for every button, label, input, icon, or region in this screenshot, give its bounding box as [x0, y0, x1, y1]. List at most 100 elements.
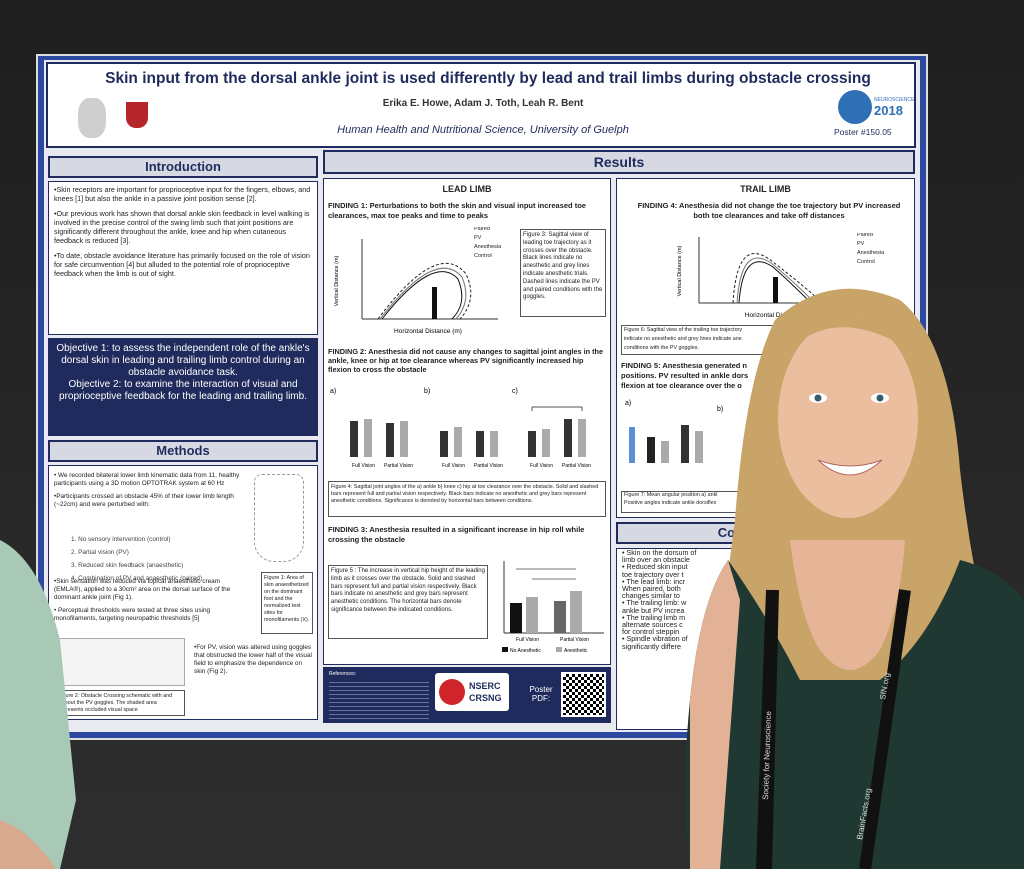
text-line: Figure 6: Sagittal view of the trailing … [624, 327, 743, 333]
angle-charts: a) b) c) Full Vision Partial Vision Full… [330, 388, 591, 469]
text-line: FINDING 5: Anesthesia generated n [621, 363, 747, 370]
text-line: Paired [857, 233, 873, 238]
trajectory [381, 271, 463, 320]
text-line: Anesthesia [474, 244, 502, 250]
logo-guelph [126, 102, 148, 128]
finding4: FINDING 4: Anesthesia did not change the… [637, 201, 901, 220]
neck [790, 540, 905, 670]
arm [690, 560, 740, 869]
text-line: • Skin on the dorsum of [622, 548, 697, 557]
qr-code [561, 672, 606, 717]
text-line: alternate sources c [622, 620, 683, 630]
lanyard [859, 589, 911, 869]
figure3-caption: Figure 3: Sagittal view of leading toe t… [520, 229, 606, 317]
text-line: • The lead limb: incr [622, 576, 686, 586]
left-person-arm [0, 820, 56, 869]
text-line: • We recorded bilateral lower limb kinem… [54, 472, 240, 487]
logo-year: 2018 [874, 103, 903, 118]
schematic [55, 638, 185, 686]
objective: Objective 1: to assess the independent r… [54, 343, 312, 379]
footer-strip: References: NSERC CRSNG Poster PDF: [323, 667, 611, 723]
trail-angle-chart: a) b) [625, 400, 723, 463]
text-line: When paired, both [622, 584, 681, 594]
text-line: Anesthesia [857, 250, 885, 256]
condition-label: Full Vision [442, 463, 465, 469]
nserc-logo: NSERC CRSNG [435, 673, 509, 711]
lead-heading: LEAD LIMB [442, 185, 492, 193]
text-line: Positive angles indicate ankle dorsiflex [624, 500, 717, 506]
foot-figure [254, 474, 304, 562]
text-line: •To date, obstacle avoidance literature … [54, 250, 310, 279]
significance [531, 406, 583, 411]
objective: Objective 2: to examine the interaction … [54, 379, 312, 403]
lanyard [756, 589, 779, 869]
maple-leaf [439, 679, 465, 705]
text-line: conditions with the PV goggles. [624, 345, 699, 351]
text-line: significantly differe [622, 641, 681, 651]
title-bar: Skin input from the dorsal ankle joint i… [46, 62, 916, 148]
results-heading: Results [323, 150, 915, 174]
objective-text: to assess the independent role of the an… [61, 343, 310, 378]
trajectory [379, 267, 467, 320]
hip-chart: Full Vision Partial Vision No Anesthetic… [502, 561, 604, 654]
text-line: • Perceptual thresholds were tested at t… [54, 607, 211, 622]
text-line: Control [474, 253, 492, 259]
intro-body: •Skin receptors are important for propri… [48, 181, 318, 335]
legend-label: No Anesthetic [510, 648, 541, 654]
panel-label: c) [512, 388, 518, 395]
authors: Erika E. Howe, Adam J. Toth, Leah R. Ben… [382, 98, 584, 109]
panel-label: b) [424, 388, 430, 395]
obstacle [432, 287, 437, 319]
text-line: flexion at toe clearance over the o [621, 381, 742, 390]
text-line: toe trajectory over t [622, 569, 684, 579]
methods-bottom: •Skin sensation was reduced via topical … [54, 578, 244, 628]
finding1: FINDING 1: Perturbations to both the ski… [328, 201, 586, 220]
y-axis-label: Vertical Distance (m) [677, 245, 683, 296]
trajectory [377, 262, 472, 320]
text-line: changes similar to [622, 591, 680, 601]
condition-label: Full Vision [516, 637, 539, 643]
text-line: PV [474, 235, 482, 241]
text-line: 1. No sensory intervention (control) [71, 536, 171, 543]
text-line: positions. PV resulted in ankle dors [621, 371, 749, 380]
text-line: •Skin sensation was reduced via topical … [54, 578, 231, 601]
poster-number: Poster #150.05 [834, 127, 892, 137]
text-line: ankle but PV increa [622, 605, 685, 615]
text-line: for control steppin [622, 627, 680, 637]
text-line: Figure 7: Mean angular position a) ankl [624, 492, 718, 498]
references: References: [329, 671, 356, 677]
panel-label: a) [330, 388, 336, 395]
text-line: • Spindle vibration of [622, 634, 688, 644]
logo-text: NEUROSCIENCE [874, 97, 915, 103]
crsng: CRSNG [469, 693, 502, 703]
left-person-shirt [0, 540, 76, 869]
lead-chart: Vertical Distance (m) Horizontal Distanc… [334, 239, 498, 335]
lead-panel: LEAD LIMB FINDING 1: Perturbations to bo… [323, 178, 611, 665]
text-line: •Participants crossed an obstacle 45% of… [54, 493, 234, 508]
methods-conditions: 1. No sensory intervention (control) 2. P… [71, 536, 251, 588]
x-axis-label: Horizontal Distance (m) [394, 328, 462, 335]
text-line: limb over an obstacle [622, 555, 690, 565]
title: Skin input from the dorsal ankle joint i… [105, 70, 871, 87]
pv-text: •For PV, vision was altered using goggle… [194, 644, 312, 675]
logo-left [78, 98, 106, 138]
methods-heading: Methods [48, 440, 318, 462]
pdf-label: Poster PDF: [529, 685, 553, 703]
text-line: 2. Partial vision (PV) [71, 549, 129, 556]
finding5: FINDING 5: Anesthesia generated n positio… [621, 363, 909, 393]
figure5-caption: Figure 5 : The increase in vertical hip … [328, 565, 488, 639]
methods-top: • We recorded bilateral lower limb kinem… [54, 472, 244, 514]
y-axis-label: Vertical Distance (m) [334, 255, 340, 306]
panel-label: a) [625, 400, 631, 407]
nserc: NSERC [469, 681, 501, 691]
text-line: •Skin receptors are important for propri… [54, 185, 311, 204]
condition-label: Partial Vision [560, 637, 589, 643]
condition-label: Full Vision [530, 463, 553, 469]
condition-label: Partial Vision [474, 463, 503, 469]
finding3: FINDING 3: Anesthesia resulted in a sign… [328, 525, 585, 544]
finding2: FINDING 2: Anesthesia did not cause any … [328, 347, 604, 375]
text-line: • Reduced skin input [622, 562, 688, 572]
condition-label: Full Vision [352, 463, 375, 469]
